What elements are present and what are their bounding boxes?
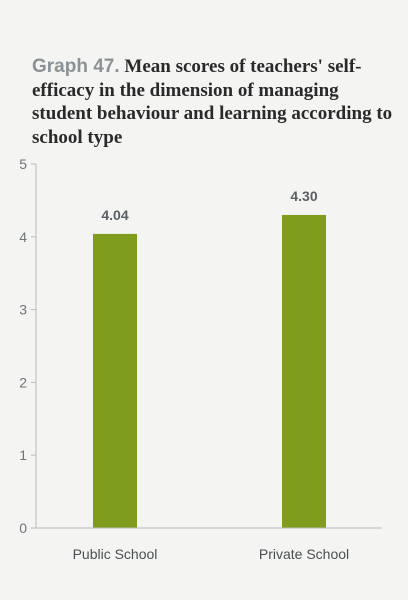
bar-private-school: [282, 214, 326, 528]
y-axis: 0 1 2 3 4 5: [19, 156, 37, 536]
y-tick-label: 4: [19, 229, 27, 245]
bars: 4.04 4.30: [93, 188, 326, 528]
x-category-label: Private School: [259, 546, 349, 562]
y-tick-label: 5: [19, 156, 27, 172]
x-axis: Public School Private School: [36, 527, 382, 562]
y-tick-label: 3: [19, 302, 27, 318]
chart-title-prefix: Graph 47.: [32, 56, 120, 77]
y-tick-label: 1: [19, 447, 27, 463]
bar-value-label: 4.30: [290, 188, 317, 204]
y-tick-label: 0: [19, 520, 27, 536]
x-category-label: Public School: [73, 546, 158, 562]
bar-value-label: 4.04: [101, 207, 128, 223]
chart-title-text: Mean scores of teachers' self-efficacy i…: [32, 56, 393, 148]
chart-title: Graph 47. Mean scores of teachers' self-…: [32, 55, 402, 149]
bar-public-school: [93, 233, 137, 528]
y-tick-label: 2: [19, 374, 27, 390]
